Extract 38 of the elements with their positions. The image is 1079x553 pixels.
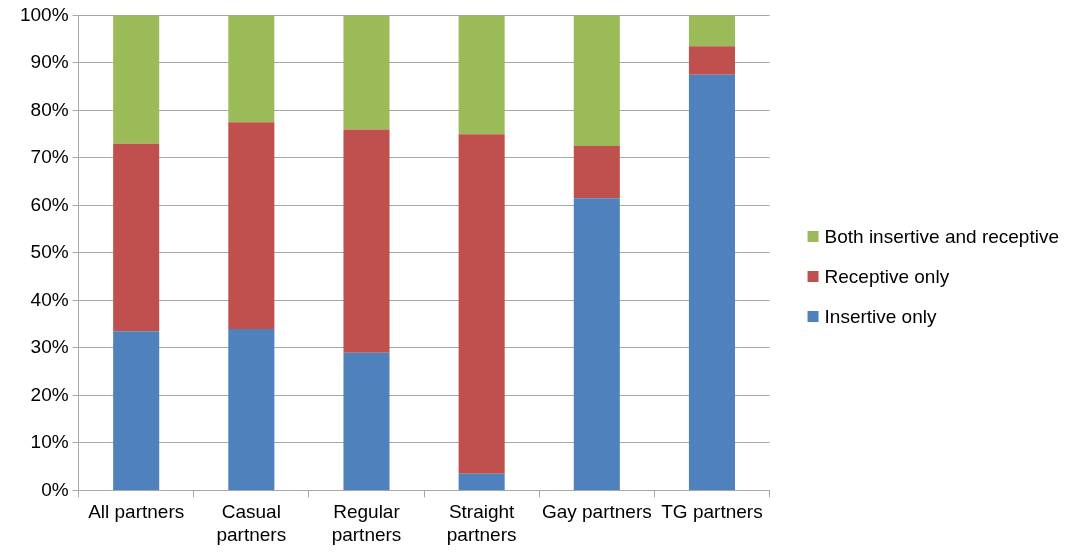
- bar: [343, 129, 390, 353]
- bar: [228, 122, 275, 329]
- bar: [688, 74, 735, 490]
- legend-label: Both insertive and receptive: [824, 225, 1059, 247]
- bar: [688, 15, 735, 47]
- bar: [573, 198, 620, 490]
- y-tick-label: 10%: [30, 431, 69, 453]
- bar: [688, 46, 735, 75]
- x-tick-label: Regular partners: [331, 501, 402, 545]
- legend-label: Insertive only: [824, 305, 937, 327]
- bar: [113, 15, 160, 144]
- bar: [343, 352, 390, 490]
- bar: [228, 15, 275, 123]
- y-tick-label: 80%: [30, 98, 69, 120]
- x-tick-label: Casual partners: [216, 501, 287, 545]
- y-tick-label: 100%: [19, 3, 69, 25]
- x-tick-label: Straight partners: [446, 501, 517, 545]
- bar: [228, 328, 275, 490]
- bar: [458, 473, 505, 490]
- x-tick-label: All partners: [88, 501, 185, 523]
- bar: [113, 331, 160, 490]
- y-tick-label: 0%: [41, 478, 69, 500]
- x-tick-label: Gay partners: [541, 501, 652, 523]
- y-tick-label: 20%: [30, 383, 69, 405]
- legend-label: Receptive only: [824, 265, 950, 287]
- bar: [458, 134, 505, 474]
- y-tick-label: 30%: [30, 336, 69, 358]
- bar: [573, 15, 620, 147]
- y-tick-label: 40%: [30, 288, 69, 310]
- x-tick-label: TG partners: [661, 501, 763, 523]
- y-tick-label: 90%: [30, 51, 69, 73]
- y-tick-label: 60%: [30, 193, 69, 215]
- y-tick-label: 70%: [30, 146, 69, 168]
- bar: [458, 15, 505, 135]
- bar: [113, 143, 160, 332]
- y-tick-label: 50%: [30, 241, 69, 263]
- bar: [573, 146, 620, 199]
- bar: [343, 15, 390, 130]
